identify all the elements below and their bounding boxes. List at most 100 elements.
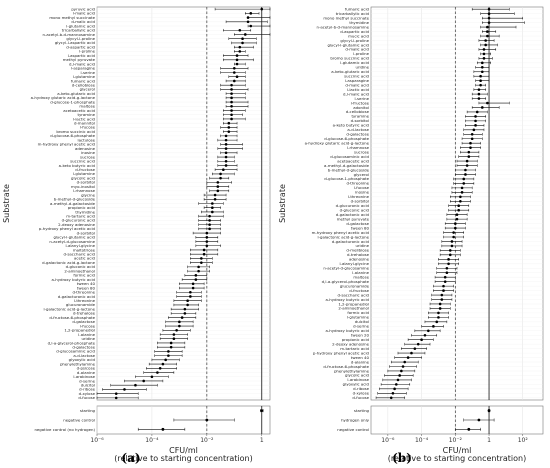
substrate-label: d-saccharic acid (63, 252, 95, 257)
substrate-label: d-malic acid (345, 82, 369, 87)
y-axis-title: Substrate (278, 184, 287, 223)
data-point (167, 350, 170, 353)
data-point (233, 79, 236, 83)
control-point (467, 427, 471, 431)
substrate-label: glucuronamide (66, 302, 96, 307)
data-point (448, 249, 452, 252)
substrate-label: n-acetyl-b-d-mannosamine (43, 32, 96, 37)
substrate-label: l-glutamine (347, 315, 370, 320)
substrate-label: d-aspartic acid (340, 29, 369, 34)
substrate-label: acetoacetic acid (337, 158, 369, 163)
substrate-label: d-galactonic acid-g-lactone (42, 260, 95, 265)
data-point (230, 105, 233, 108)
substrate-label: a-hydroxy glutaric acid-g-lactone (31, 95, 96, 100)
data-point (391, 392, 395, 395)
x-axis-title: CFU/ml (169, 446, 198, 455)
data-point (472, 128, 476, 132)
substrate-label: glycyl-l-glutamic acid (327, 42, 369, 47)
data-point (205, 231, 209, 235)
substrate-label: l-arabinose (73, 374, 95, 379)
data-point (462, 182, 466, 185)
substrate-label: l-threonine (74, 298, 96, 303)
substrate-label: d-trehalose (73, 311, 96, 316)
substrate-label: a-methyl-d-galactoside (324, 163, 370, 168)
substrate-label: uridine (355, 243, 369, 248)
data-point (150, 375, 154, 379)
control-label: negative control (63, 418, 95, 423)
substrate-label: n-acetyl-b-d-mannosamine (317, 24, 370, 29)
substrate-label: fumaric acid (71, 78, 96, 83)
substrate-label: d-fucose (352, 395, 369, 400)
substrate-label: m-hydroxy phenyl acetic acid (312, 230, 370, 235)
substrate-label: l-alanyl-glycine (339, 261, 369, 266)
data-point (164, 358, 167, 362)
data-point (440, 298, 444, 301)
x-tick-label: 1 (487, 437, 491, 444)
substrate-label: thymidine (75, 209, 95, 214)
substrate-label: d-sorbitol (351, 199, 369, 204)
data-point (227, 130, 231, 133)
data-point (440, 293, 444, 297)
control-point (205, 418, 209, 422)
data-point (233, 66, 236, 70)
x-axis-title: CFU/ml (443, 446, 472, 455)
data-point (230, 117, 233, 121)
x-axis-subtitle: (relative to starting concentration) (114, 454, 253, 463)
data-point (202, 252, 206, 256)
substrate-label: glycyl-l-aspartic acid (55, 40, 96, 45)
data-point (445, 266, 449, 270)
data-point (202, 248, 206, 252)
data-point (208, 223, 211, 226)
data-point (241, 37, 244, 40)
substrate-label: propionic acid (342, 337, 370, 342)
data-point (427, 329, 430, 333)
x-tick-label: 10⁻⁶ (381, 437, 395, 444)
substrate-label: 1,2-propanediol (64, 328, 95, 333)
data-point (443, 275, 447, 279)
data-point (480, 65, 484, 69)
data-point (230, 100, 233, 104)
substrate-label: a-hydroxy butyric acid (325, 297, 369, 302)
control-label: hydrogen only (341, 418, 370, 423)
substrate-label: d-glucuronic acid (336, 203, 370, 208)
substrate-label: mono methyl succinate (323, 15, 369, 20)
substrate-label: succinic acid (70, 159, 95, 164)
substrate-label: 2-aminoethanol (64, 268, 95, 273)
x-tick-label: 10⁻⁴ (145, 437, 159, 444)
substrate-label: a-d-lactose (347, 127, 369, 132)
data-point (260, 7, 264, 11)
data-point (484, 43, 487, 47)
data-point (186, 299, 189, 302)
control-point (477, 418, 481, 422)
substrate-label: d-ribose (79, 387, 95, 392)
data-point (464, 173, 467, 176)
data-point (216, 181, 220, 184)
substrate-label: a-d-lactose (73, 353, 95, 358)
substrate-label: l-fucose (80, 323, 96, 328)
data-point (224, 155, 228, 159)
substrate-label: tween 40 (77, 281, 96, 286)
data-point (475, 110, 479, 114)
substrate-label: d-glucosaminic acid (56, 349, 95, 354)
data-point (480, 106, 484, 109)
data-point (227, 121, 231, 125)
substrate-label: d-galactose (72, 319, 95, 324)
substrate-label: l-lactic acid (73, 116, 96, 121)
data-point (486, 25, 489, 29)
data-point (452, 231, 455, 234)
substrate-label: lactulose (78, 137, 96, 142)
data-point (246, 16, 250, 19)
substrate-label: d-galacturonic acid (58, 294, 96, 299)
substrate-label: 2-aminoethanol (338, 306, 369, 311)
substrate-label: d-threonine (346, 181, 369, 186)
substrate-label: d-aspartic acid (66, 44, 95, 49)
data-point (486, 30, 489, 33)
data-point (158, 367, 162, 370)
x-tick-label: 10⁻⁴ (415, 437, 429, 444)
data-point (233, 71, 236, 74)
data-point (479, 83, 482, 87)
substrate-label: methyl pyruvate (337, 216, 370, 221)
substrate-label: l-serine (81, 70, 96, 75)
data-point (224, 147, 228, 150)
data-point (230, 96, 233, 100)
